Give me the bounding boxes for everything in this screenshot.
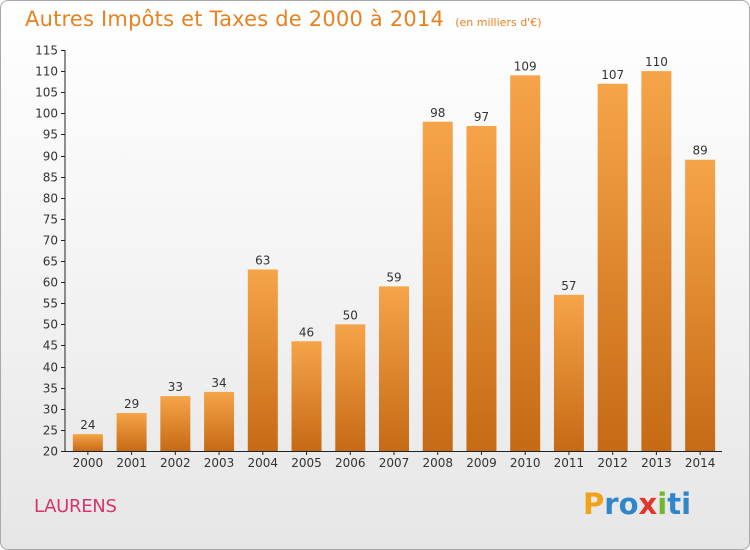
y-tick-label: 25 — [43, 424, 58, 438]
y-tick-label: 60 — [43, 276, 58, 290]
bar-2014 — [685, 159, 716, 451]
x-tick-label-2006: 2006 — [335, 456, 366, 470]
data-label-2009: 97 — [474, 110, 489, 124]
y-tick-label: 75 — [43, 213, 58, 227]
logo-letter: i — [657, 487, 668, 521]
y-tick-label: 35 — [43, 382, 58, 396]
y-tick-label: 45 — [43, 339, 58, 353]
x-tick-label-2003: 2003 — [204, 456, 235, 470]
data-label-2011: 57 — [561, 279, 576, 293]
y-tick-label: 70 — [43, 234, 58, 248]
logo-letter: P — [583, 487, 605, 521]
y-tick-label: 30 — [43, 403, 58, 417]
x-tick-label-2014: 2014 — [685, 456, 716, 470]
plot-area: 20 25 30 35 40 45 50 55 60 65 70 75 80 85 90 95 100 105 11… — [35, 44, 722, 470]
y-tick-label: 110 — [35, 65, 58, 79]
x-tick-label-2009: 2009 — [466, 456, 497, 470]
data-label-2006: 50 — [343, 308, 358, 322]
y-tick-label: 55 — [43, 297, 58, 311]
data-label-2007: 59 — [386, 270, 401, 284]
y-tick-label: 40 — [43, 361, 58, 375]
bar-2012 — [597, 83, 628, 451]
bar-2004 — [247, 269, 278, 451]
bar-2013 — [641, 71, 672, 452]
y-tick-label: 85 — [43, 171, 58, 185]
data-label-2005: 46 — [299, 325, 314, 339]
data-label-2003: 34 — [211, 376, 226, 390]
y-tick-label: 90 — [43, 150, 58, 164]
y-tick-label: 50 — [43, 318, 58, 332]
chart-subtitle: (en milliers d'€) — [455, 16, 542, 29]
logo-letter: x — [638, 487, 658, 521]
bar-2010 — [510, 75, 541, 451]
y-tick-label: 20 — [43, 445, 58, 459]
x-tick-label-2002: 2002 — [160, 456, 191, 470]
commune-name: LAURENS — [34, 496, 117, 517]
bar-2007 — [379, 286, 409, 451]
bar-2001 — [116, 413, 147, 451]
x-tick-label-2004: 2004 — [248, 456, 279, 470]
data-label-2010: 109 — [514, 59, 537, 73]
bar-2011 — [553, 294, 584, 451]
logo-letter: r — [604, 487, 619, 521]
chart-title-row: Autres Impôts et Taxes de 2000 à 2014 (e… — [25, 7, 541, 31]
data-label-2014: 89 — [692, 144, 707, 158]
x-tick-label-2010: 2010 — [510, 456, 541, 470]
bar-2005 — [291, 341, 322, 451]
chart-title: Autres Impôts et Taxes de 2000 à 2014 — [25, 7, 445, 31]
proxiti-logo: Proxiti — [583, 487, 691, 521]
logo-letter: t — [667, 487, 682, 521]
y-tick-label: 105 — [35, 86, 58, 100]
y-tick-label: 80 — [43, 192, 58, 206]
bar-2009 — [466, 125, 497, 452]
data-label-2013: 110 — [645, 55, 668, 69]
x-tick-label-2005: 2005 — [291, 456, 322, 470]
y-tick-label: 100 — [35, 107, 58, 121]
bar-2000 — [72, 434, 103, 451]
data-label-2002: 33 — [168, 380, 183, 394]
x-tick-label-2013: 2013 — [641, 456, 672, 470]
data-label-2012: 107 — [601, 68, 624, 82]
y-tick-label: 95 — [43, 128, 58, 142]
x-tick-label-2007: 2007 — [379, 456, 410, 470]
data-label-2000: 24 — [80, 418, 95, 432]
logo-letter: o — [618, 487, 639, 521]
x-tick-label-2001: 2001 — [116, 456, 147, 470]
data-label-2008: 98 — [430, 106, 445, 120]
bar-2006 — [335, 324, 366, 451]
logo-letter: i — [681, 487, 692, 521]
bar-2008 — [422, 121, 453, 451]
x-tick-label-2000: 2000 — [73, 456, 104, 470]
bar-2003 — [204, 391, 235, 451]
x-tick-label-2008: 2008 — [422, 456, 453, 470]
x-tick-label-2011: 2011 — [554, 456, 585, 470]
y-tick-label: 115 — [35, 44, 58, 58]
y-tick-label: 65 — [43, 255, 58, 269]
data-label-2004: 63 — [255, 253, 270, 267]
x-tick-label-2012: 2012 — [597, 456, 628, 470]
bar-2002 — [160, 396, 191, 451]
data-label-2001: 29 — [124, 397, 139, 411]
